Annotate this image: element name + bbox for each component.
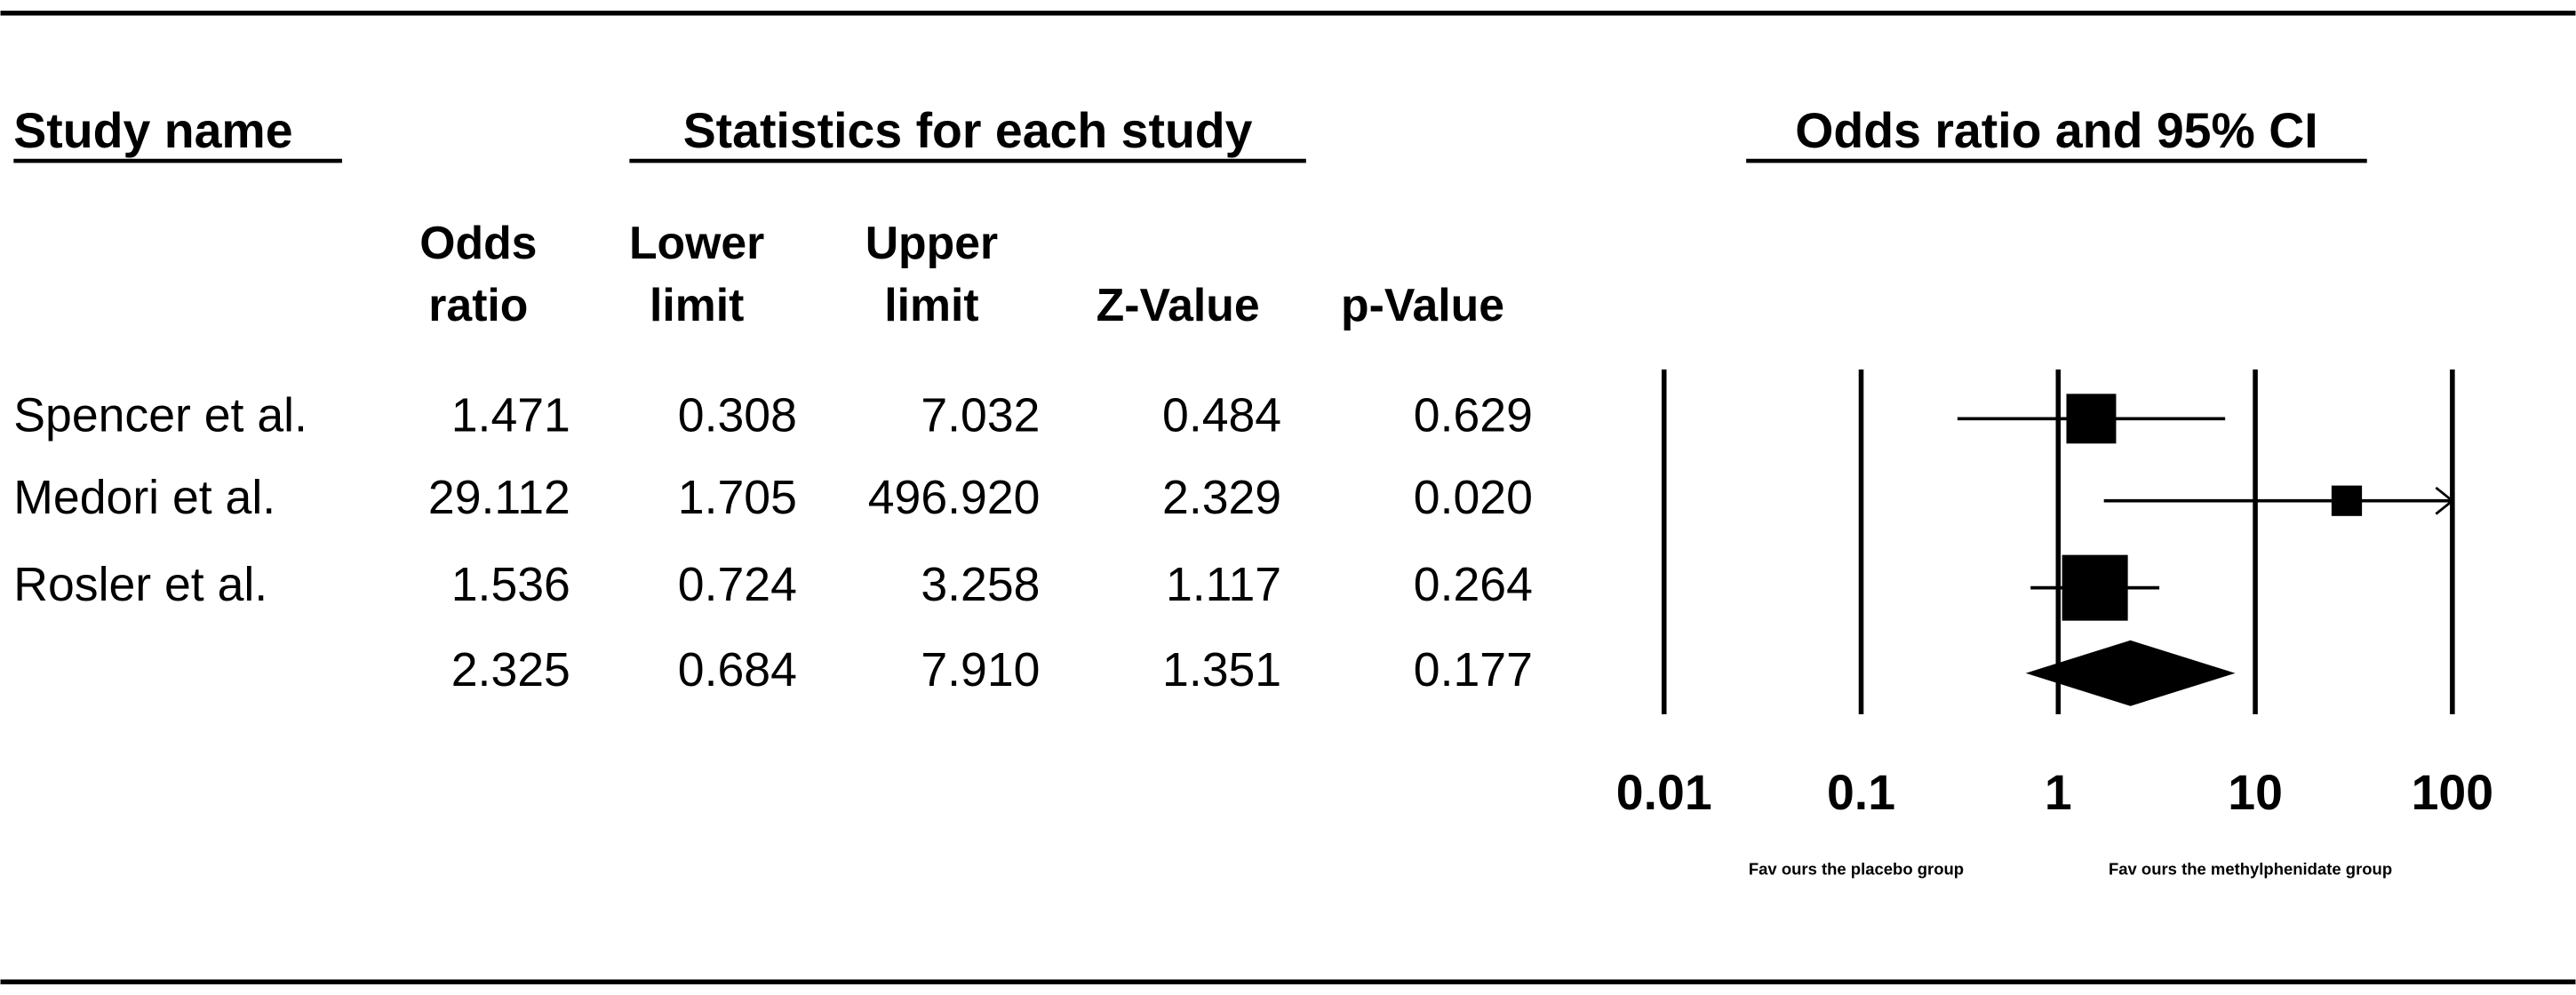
x-tick-label: 10 [2228, 765, 2283, 820]
table-cell: 1.351 [1162, 643, 1281, 696]
footnote: Fav ours the placebo group [1749, 859, 1964, 878]
column-header: ratio [428, 279, 528, 330]
study-header: Study name [13, 103, 292, 158]
x-tick-label: 0.1 [1827, 765, 1895, 820]
x-tick-label: 0.01 [1616, 765, 1712, 820]
table-cell: 1.705 [678, 471, 797, 524]
column-header: limit [650, 279, 744, 330]
table-cell: 0.684 [678, 643, 797, 696]
table-cell: 7.910 [921, 643, 1040, 696]
study-name: Spencer et al. [13, 388, 307, 442]
effect-box [2062, 554, 2128, 621]
column-header: p-Value [1341, 279, 1504, 330]
table-cell: 1.536 [451, 558, 570, 611]
chart-title: Odds ratio and 95% CI [1795, 103, 2317, 158]
arrow [2435, 486, 2455, 515]
table-cell: 0.177 [1414, 643, 1533, 696]
column-header: limit [884, 279, 978, 330]
effect-box [2066, 394, 2117, 444]
table-cell: 2.329 [1162, 471, 1281, 524]
table-cell: 3.258 [921, 558, 1040, 611]
table-cell: 0.020 [1414, 471, 1533, 524]
table-cell: 29.112 [428, 471, 570, 524]
table-cell: 7.032 [921, 388, 1040, 442]
study-name: Rosler et al. [13, 558, 267, 611]
column-header: Odds [419, 217, 537, 268]
x-tick-label: 1 [2045, 765, 2072, 820]
stats-header: Statistics for each study [683, 103, 1253, 158]
footnote: Fav ours the methylphenidate group [2109, 859, 2392, 878]
table-cell: 0.484 [1162, 388, 1281, 442]
summary-diamond [2025, 640, 2236, 706]
table-cell: 1.117 [1166, 558, 1281, 611]
table-cell: 0.308 [678, 388, 797, 442]
column-header: Upper [865, 217, 998, 268]
table-cell: 496.920 [868, 471, 1041, 524]
column-header: Lower [629, 217, 764, 268]
table-cell: 1.471 [451, 388, 570, 442]
effect-box [2331, 485, 2363, 516]
column-header: Z-Value [1097, 279, 1260, 330]
study-name: Medori et al. [13, 471, 275, 524]
table-cell: 0.724 [678, 558, 797, 611]
table-cell: 0.264 [1414, 558, 1533, 611]
x-tick-label: 100 [2412, 765, 2494, 820]
table-cell: 2.325 [451, 643, 570, 696]
table-cell: 0.629 [1414, 388, 1533, 442]
